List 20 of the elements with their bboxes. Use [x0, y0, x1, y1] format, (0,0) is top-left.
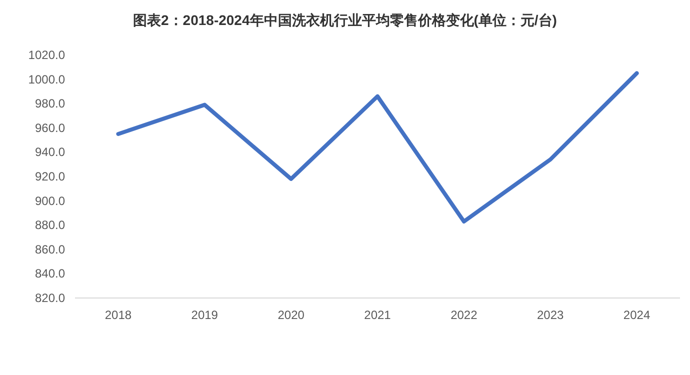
- y-tick-label: 1020.0: [28, 48, 66, 62]
- x-tick-label: 2020: [278, 308, 305, 322]
- y-tick-label: 820.0: [34, 291, 66, 305]
- y-tick-label: 940.0: [34, 145, 66, 160]
- y-tick-label: 840.0: [34, 266, 66, 281]
- line-series: [116, 71, 639, 224]
- x-tick-label: 2019: [191, 308, 218, 322]
- y-tick-label: 980.0: [34, 96, 66, 111]
- x-tick-label: 2024: [623, 308, 650, 322]
- x-tick-label: 2022: [450, 308, 478, 322]
- y-tick-label: 860.0: [34, 242, 66, 256]
- y-tick-label: 1000.0: [28, 72, 66, 86]
- x-tick-label: 2018: [104, 308, 132, 322]
- y-tick-label: 900.0: [34, 194, 66, 208]
- y-tick-label: 920.0: [34, 170, 66, 184]
- y-tick-label: 960.0: [34, 120, 66, 135]
- x-tick-label: 2021: [364, 308, 392, 322]
- x-tick-label: 2023: [537, 308, 564, 322]
- y-tick-label: 880.0: [34, 218, 66, 232]
- chart-title: 图表2：2018-2024年中国洗衣机行业平均零售价格变化(单位：元/台): [133, 12, 557, 28]
